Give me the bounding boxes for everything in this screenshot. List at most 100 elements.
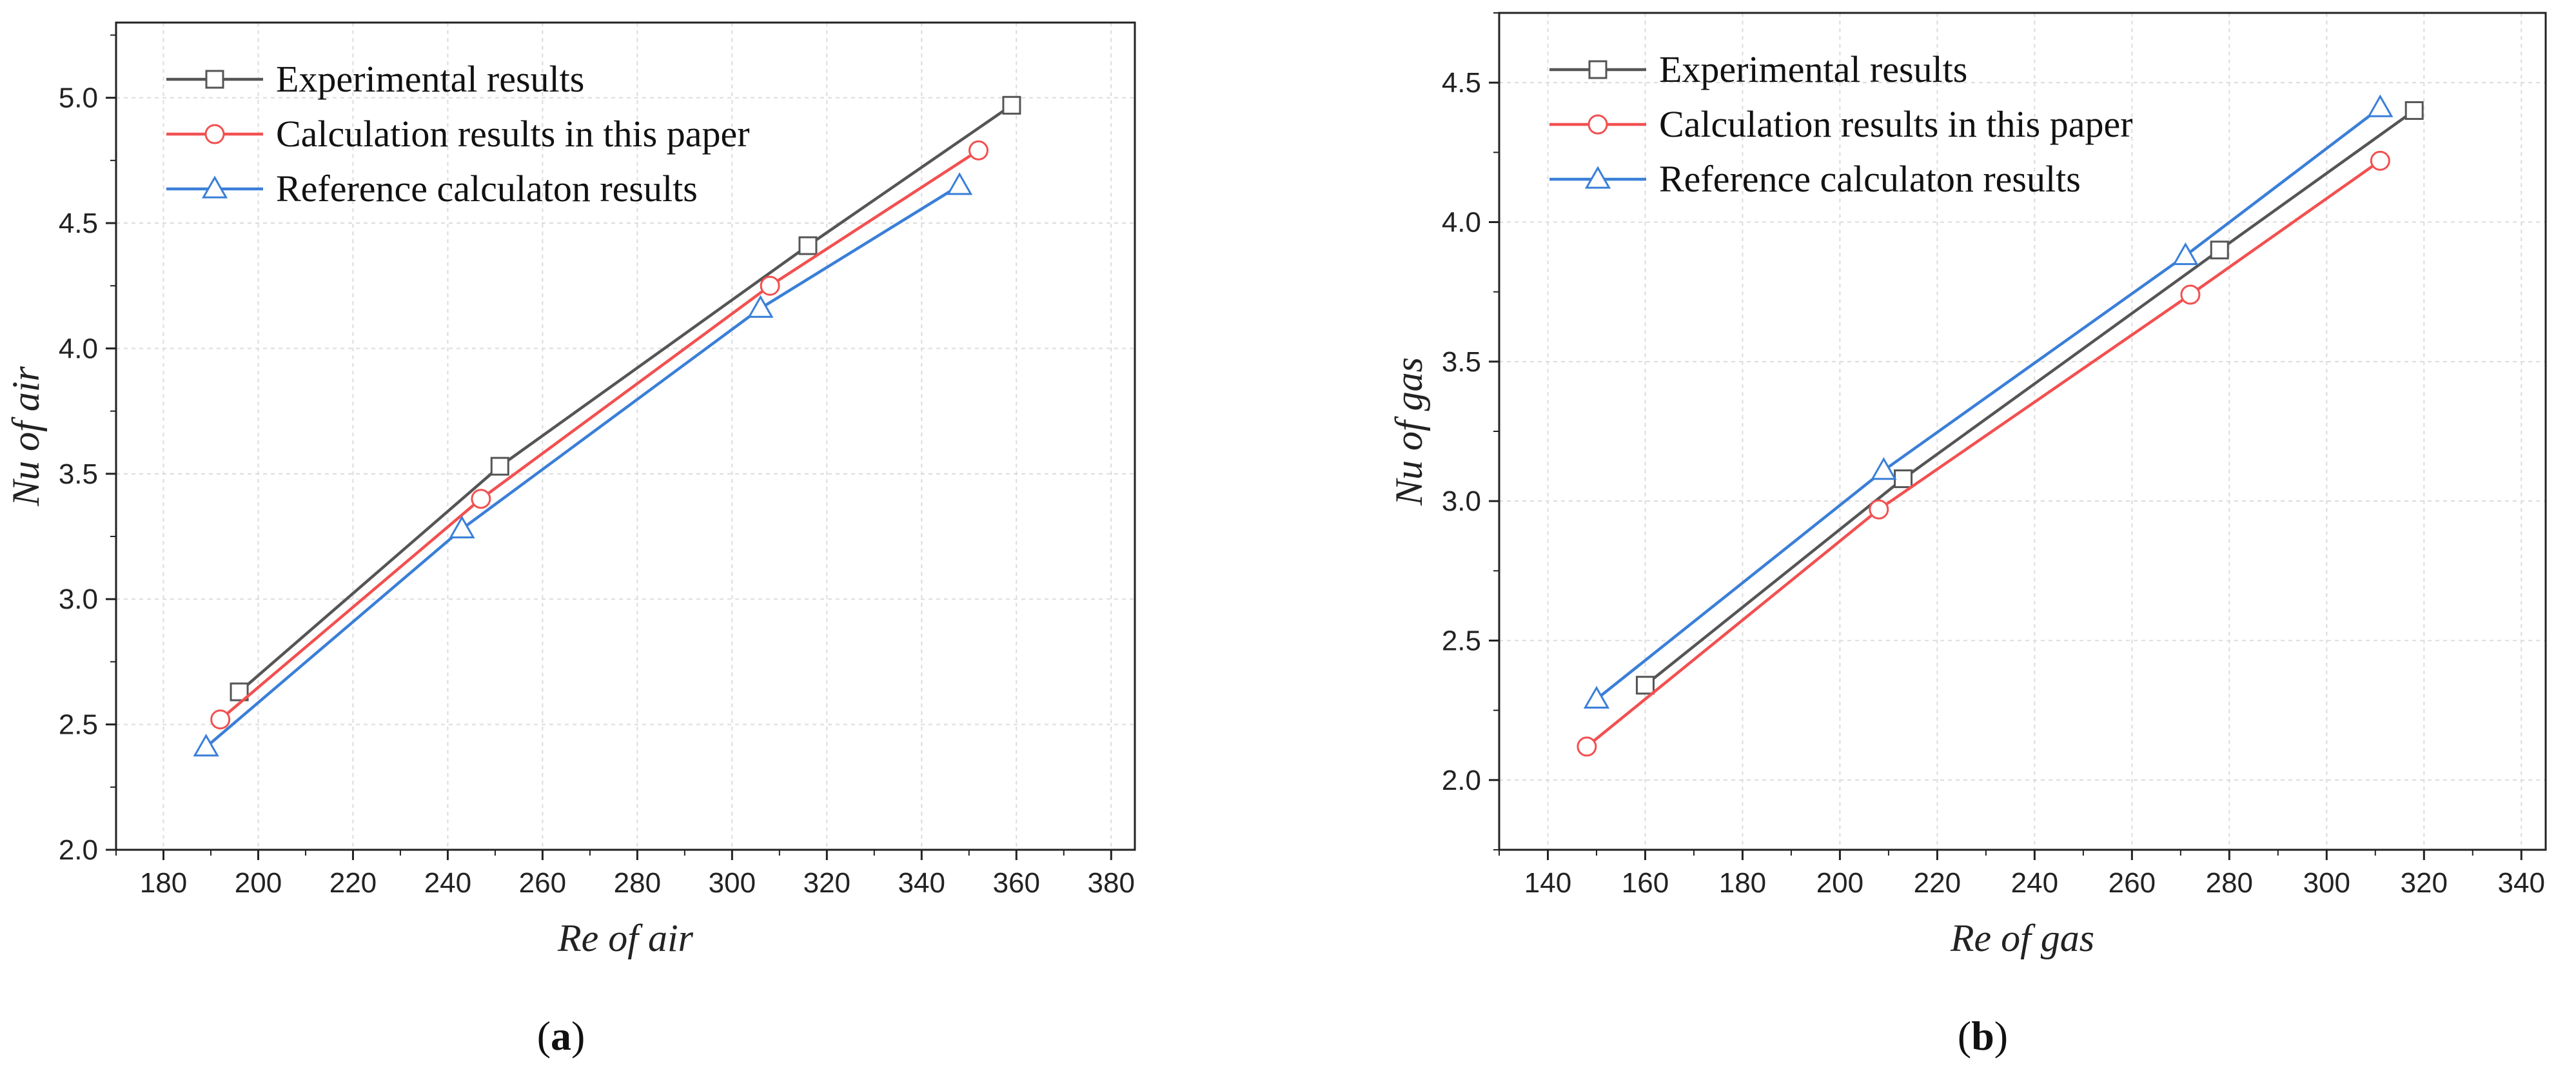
x-axis-title: Re of gas [1950, 917, 2094, 959]
x-tick-label: 220 [329, 867, 377, 899]
caption-close-paren: ) [1994, 1013, 2008, 1059]
data-point-square [230, 682, 249, 701]
data-point-square [1894, 469, 1913, 489]
x-tick-label: 220 [1914, 867, 1961, 899]
data-point-triangle [201, 175, 228, 199]
legend-label: Calculation results in this paper [276, 113, 750, 155]
legend-label: Experimental results [276, 58, 584, 100]
y-tick-label: 2.5 [59, 709, 98, 741]
data-point-square [1002, 95, 1021, 115]
series-line [1644, 109, 2415, 687]
legend-label: Reference calculaton results [276, 168, 698, 210]
y-axis-title: Nu of gas [1388, 357, 1430, 506]
series-triangle [193, 172, 973, 757]
legend-label: Reference calculaton results [1659, 158, 2081, 200]
series-line [1586, 159, 2381, 748]
data-point-square [490, 456, 509, 476]
series-line [205, 184, 961, 749]
x-tick-label: 360 [993, 867, 1040, 899]
data-point-square [1588, 60, 1608, 79]
chart-a: 180 200 220 240 260 280 300 320 340 360 380 2.0 2.5 3… [5, 21, 1136, 1059]
data-point-circle [204, 124, 225, 144]
legend-label: Calculation results in this paper [1659, 103, 2133, 145]
x-tick-label: 280 [614, 867, 661, 899]
x-tick-label: 320 [2401, 867, 2448, 899]
data-point-circle [968, 140, 988, 161]
legend: Experimental results Calculation results … [166, 58, 750, 210]
y-tick-label: 3.5 [1442, 346, 1481, 378]
x-tick-label: 380 [1088, 867, 1135, 899]
y-tick-label: 5.0 [59, 83, 98, 114]
data-point-triangle [449, 515, 475, 539]
y-axis-title: Nu of air [5, 366, 47, 507]
data-point-square [205, 70, 224, 89]
series-square [1635, 101, 2424, 695]
y-tick-label: 2.0 [1442, 765, 1481, 796]
data-point-triangle [946, 172, 973, 195]
data-point-circle [210, 709, 231, 730]
x-tick-label: 180 [1719, 867, 1766, 899]
x-tick-label: 260 [519, 867, 566, 899]
data-point-triangle [1871, 456, 1897, 480]
x-tick-label: 320 [803, 867, 850, 899]
data-point-square [798, 236, 818, 255]
y-tick-label: 3.0 [59, 584, 98, 615]
data-point-triangle [2367, 94, 2394, 117]
caption-open-paren: ( [537, 1013, 551, 1059]
data-point-triangle [2172, 242, 2199, 266]
data-point-square [2404, 101, 2424, 120]
x-tick-label: 240 [424, 867, 471, 899]
series-circle [210, 140, 988, 730]
y-tick-label: 4.0 [59, 333, 98, 364]
x-tick-label: 300 [709, 867, 756, 899]
data-point-circle [2370, 150, 2390, 171]
series-line [219, 149, 979, 721]
x-tick-label: 280 [2206, 867, 2253, 899]
plot-frame [115, 21, 1136, 851]
y-tick-label: 3.5 [59, 458, 98, 490]
series-line [1595, 106, 2381, 701]
x-tick-label: 300 [2303, 867, 2350, 899]
caption-close-paren: ) [571, 1013, 585, 1059]
legend: Experimental results Calculation results … [1549, 48, 2133, 200]
x-tick-label: 340 [898, 867, 945, 899]
data-point-square [1635, 676, 1655, 695]
data-point-circle [2180, 284, 2201, 305]
x-tick-label: 240 [2011, 867, 2058, 899]
x-tick-label: 180 [140, 867, 187, 899]
data-point-circle [1869, 499, 1889, 520]
data-point-circle [1588, 114, 1608, 135]
x-tick-label: 160 [1622, 867, 1669, 899]
chart-b: 140 160 180 200 220 240 260 280 300 320 340 2.0 2.5 3… [1388, 12, 2547, 1059]
caption-open-paren: ( [1958, 1013, 1971, 1059]
caption-letter: b [1971, 1013, 1994, 1059]
series-circle [1577, 150, 2390, 757]
data-point-triangle [1583, 685, 1610, 709]
series-triangle [1583, 94, 2394, 709]
data-point-triangle [747, 295, 774, 318]
series-line [238, 104, 1013, 693]
subfigure-caption: (b) [1958, 1013, 2008, 1059]
y-tick-label: 3.0 [1442, 485, 1481, 517]
y-tick-label: 4.5 [59, 208, 98, 239]
data-point-triangle [1584, 166, 1611, 189]
legend-label: Experimental results [1659, 48, 1967, 90]
subfigure-caption: (a) [537, 1013, 585, 1059]
data-point-circle [471, 489, 491, 509]
x-tick-label: 140 [1524, 867, 1571, 899]
data-point-circle [1577, 736, 1597, 757]
data-point-square [2210, 240, 2229, 260]
y-tick-label: 2.5 [1442, 625, 1481, 657]
series-square [230, 95, 1021, 701]
x-tick-label: 260 [2109, 867, 2156, 899]
x-tick-label: 200 [235, 867, 282, 899]
y-tick-label: 4.5 [1442, 67, 1481, 99]
x-tick-label: 340 [2498, 867, 2545, 899]
x-tick-label: 200 [1816, 867, 1863, 899]
y-tick-label: 4.0 [1442, 207, 1481, 239]
caption-letter: a [551, 1013, 571, 1059]
data-point-circle [760, 275, 780, 296]
y-tick-label: 2.0 [59, 834, 98, 866]
x-axis-title: Re of air [557, 917, 694, 959]
